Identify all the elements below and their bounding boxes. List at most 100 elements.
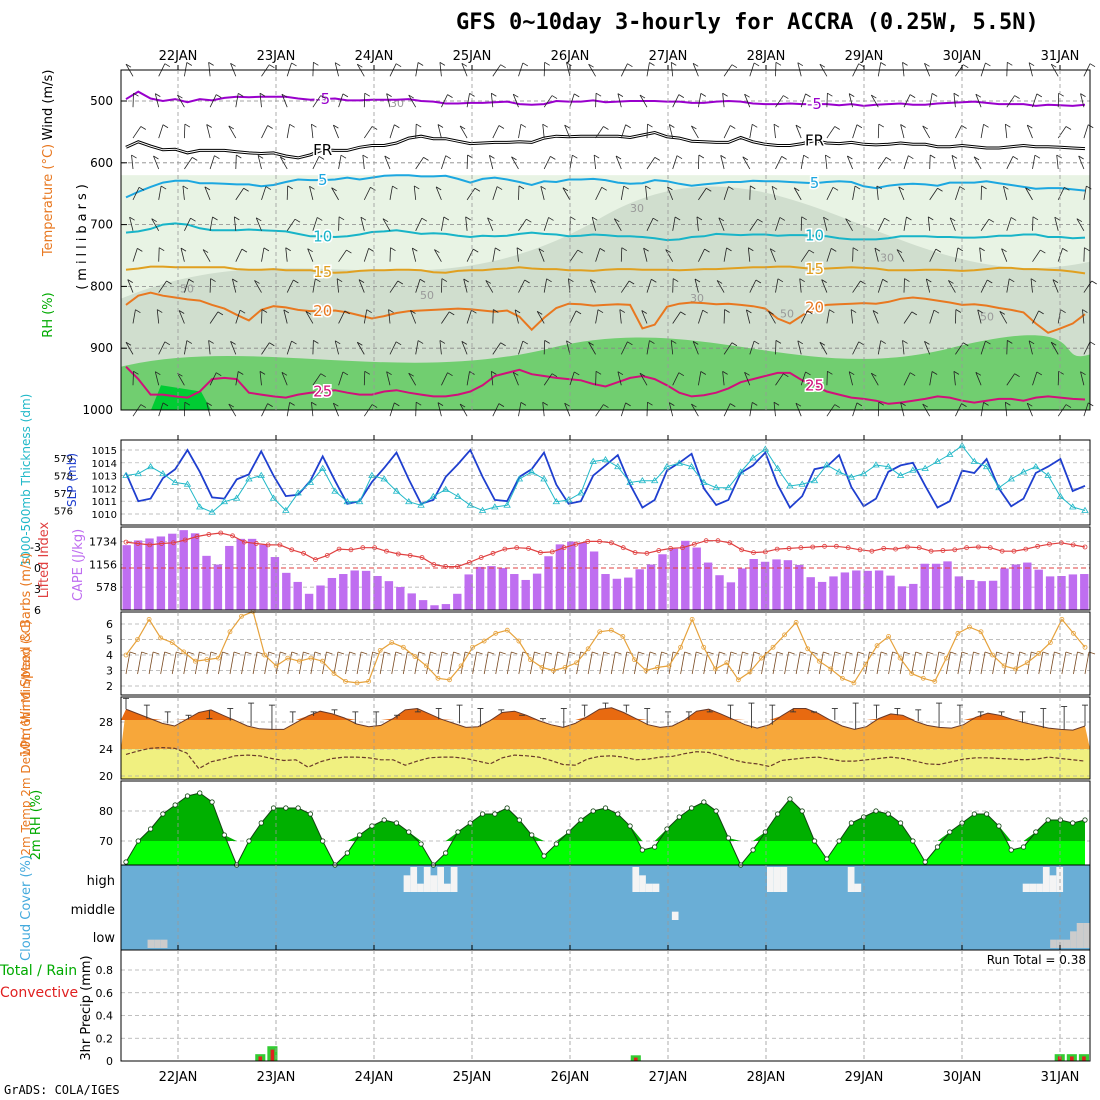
wind-barb (698, 371, 702, 386)
thickness-marker (663, 462, 671, 470)
wind-barb-flag (447, 94, 453, 98)
wind-barb-flag (730, 403, 736, 407)
thickness-marker (872, 461, 880, 468)
wind-barb (903, 216, 907, 231)
wind-barb (980, 279, 988, 293)
wind-barb-flag (421, 217, 428, 222)
wind-barb (826, 126, 836, 139)
cape-bar (464, 574, 473, 610)
rh-marker (639, 847, 645, 853)
wind-barb-flag (318, 156, 325, 160)
wind-barb-flag (153, 155, 159, 160)
surface-wind-barb (680, 651, 685, 675)
lifted-index-marker (194, 534, 200, 539)
surface-wind-barb-flag (1007, 651, 1015, 655)
wind-barb-flag (526, 218, 532, 223)
wind-barb (408, 372, 417, 386)
wind-barb (338, 155, 342, 170)
wind-barb (441, 155, 447, 170)
wind-barb-flag (1007, 340, 1013, 344)
wind-barb-flag (180, 247, 187, 252)
wind-barb (441, 311, 450, 324)
wind-barb-flag (459, 403, 466, 408)
cape-bar (190, 533, 200, 610)
cape-bar (1034, 569, 1043, 610)
wind-barb (536, 311, 545, 324)
wind-barb-flag (155, 371, 161, 376)
wind-barb (309, 186, 314, 200)
wind-barb-flag (680, 311, 686, 316)
wind-barb-flag (202, 249, 209, 253)
wind-barb-flag (256, 217, 262, 222)
wind-barb (466, 93, 470, 108)
surface-wind-barb-flag (395, 651, 402, 655)
wind-barb-flag (1089, 63, 1096, 68)
wind-speed-marker (158, 635, 164, 641)
wind-barb (154, 371, 160, 386)
wind-barb-flag (645, 185, 651, 190)
wind-barb-flag (909, 94, 916, 98)
wind-barb-flag (388, 309, 394, 313)
wind-speed-marker (839, 675, 845, 681)
cloud-bar-high (1029, 883, 1037, 892)
wind-barb (388, 309, 391, 324)
wind-barb-flag (382, 218, 389, 222)
date-tick-label-top: 29JAN (845, 49, 884, 64)
surface-wind-barb (772, 651, 778, 675)
wind-barb-flag (338, 216, 345, 221)
cape-bar (966, 579, 975, 610)
wind-barb-flag (518, 185, 525, 190)
wind-barb-flag (1032, 216, 1039, 221)
wind-barb-flag (628, 280, 635, 285)
wind-barb-flag (649, 340, 655, 344)
wind-barb (408, 94, 417, 108)
wind-tick-label: 2 (106, 680, 113, 693)
wind-barb (518, 402, 522, 417)
wind-speed-marker (366, 678, 372, 684)
pressure-tick-label: 800 (90, 279, 113, 293)
lifted-index-marker (798, 545, 804, 551)
cloud-bar-high (780, 867, 788, 892)
wind-barb-flag (726, 247, 732, 252)
wind-barb (1030, 278, 1033, 293)
rh-marker (221, 832, 227, 838)
wind-barb-flag (228, 125, 235, 130)
cloud-bar-low (160, 939, 168, 948)
cape-bar (829, 576, 838, 610)
wind-barb (202, 249, 211, 262)
wind-barb-flag (797, 340, 804, 345)
wind-barb-flag (821, 279, 827, 283)
temp-tick-label: 20 (99, 770, 113, 783)
wind-barb (312, 156, 320, 170)
wind-speed-marker (828, 666, 834, 672)
wind-barb-flag (702, 309, 708, 314)
lifted-index-marker (395, 551, 401, 557)
wind-axis-label: Wind (m/s) (41, 70, 56, 141)
wind-barb-flag (720, 155, 726, 159)
cape-bar (384, 581, 394, 610)
wind-barb-flag (1009, 278, 1015, 283)
lifted-index-marker (893, 546, 898, 552)
wind-barb (775, 278, 779, 293)
wind-barb-flag (1080, 371, 1086, 376)
wind-barb (620, 186, 625, 200)
wind-barb-flag (293, 279, 299, 284)
wind-barb (645, 185, 648, 200)
wind-barb (980, 340, 986, 355)
wind-barb-flag (639, 372, 646, 377)
wind-barb (538, 248, 545, 262)
surface-wind-barb (333, 651, 339, 675)
wind-barb-flag (307, 248, 313, 253)
cloud-bar-high (423, 867, 431, 892)
wind-speed-marker (470, 644, 476, 650)
wind-barb-flag (162, 124, 169, 129)
wind-barb-flag (311, 123, 317, 128)
wind-barb (723, 342, 733, 355)
surface-wind-barb (218, 651, 223, 675)
wind-barb-flag (949, 217, 956, 222)
rh-contour-label: 50 (420, 289, 434, 302)
lifted-index-marker (147, 542, 153, 548)
surface-wind-barb-flag (499, 651, 506, 655)
thickness-marker (737, 468, 745, 475)
panel-frame-wind (120, 611, 1091, 696)
